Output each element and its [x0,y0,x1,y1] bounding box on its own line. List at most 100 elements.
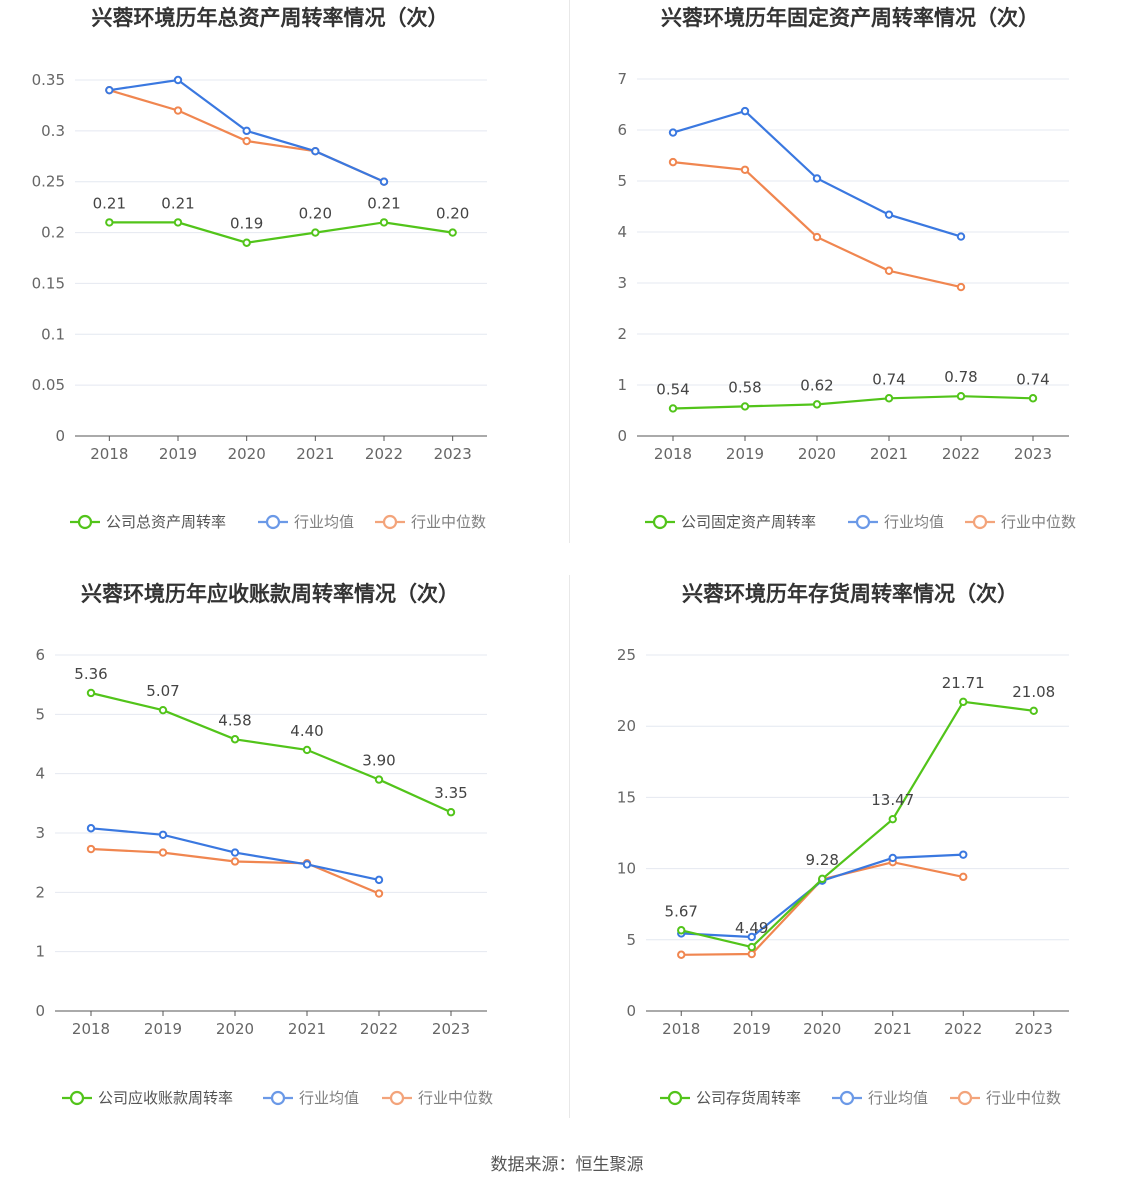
chart-layer: 兴蓉环境历年存货周转率情况（次） 0 5 10 15 20 25 2018 2019 2020 20… [617,582,1069,1107]
data-label: 0.21 [367,194,400,212]
data-label: 0.74 [872,370,905,388]
data-point-median [374,889,384,898]
legend-marker [957,1090,973,1106]
series-line-company [672,395,1034,410]
legend-label: 公司固定资产周转率 [681,513,816,531]
chart-layer: 兴蓉环境历年固定资产周转率情况（次） 0 1 2 3 4 5 6 7 2018 2019 2020 20… [617,6,1076,531]
series-line-company [90,691,452,814]
chart-title: 兴蓉环境历年应收账款周转率情况（次） [81,582,459,606]
data-point-median [884,266,894,275]
x-tick-label: 2020 [798,445,836,463]
legend-marker [69,1090,85,1106]
data-point-median [740,165,750,174]
y-tick-label: 0.05 [32,376,65,394]
data-label: 0.21 [161,194,194,212]
data-point-average [105,85,114,95]
data-label: 5.67 [665,902,698,920]
data-point-company [740,402,750,411]
legend-item-median: 行业中位数 [382,1089,493,1107]
data-point-company [242,238,251,247]
x-tick-label: 2021 [288,1020,326,1038]
x-tick-label: 2018 [654,445,692,463]
y-tick-label: 3 [35,824,45,842]
data-point-company [311,228,320,237]
data-point-company [105,218,114,227]
legend-label: 公司总资产周转率 [106,513,226,531]
chart-fixed-asset-turnover: 兴蓉环境历年固定资产周转率情况（次） 0 1 2 3 4 5 6 7 2018 2019 2020 20… [617,6,1076,531]
chart-layer: 兴蓉环境历年应收账款周转率情况（次） 0 1 2 3 4 5 6 2018 2019 2020 202… [35,582,493,1107]
legend-marker [855,514,871,530]
legend-item-company: 公司应收账款周转率 [62,1089,233,1107]
data-label: 0.54 [656,380,689,398]
legend-marker [839,1090,855,1106]
panel-divider-top [569,0,570,543]
data-point-company [230,735,240,744]
legend-label: 行业中位数 [1001,513,1076,531]
y-tick-label: 4 [35,765,45,783]
x-tick-label: 2019 [726,445,764,463]
legend-label: 行业均值 [884,513,944,531]
chart-layer: 兴蓉环境历年总资产周转率情况（次） 0 0.05 0.1 0.15 0.2 0.25 0.3 0… [32,6,487,531]
data-point-average [888,853,897,863]
data-label: 0.21 [93,194,126,212]
legend-item-company: 公司固定资产周转率 [645,513,816,531]
data-point-median [677,950,686,959]
x-tick-label: 2019 [159,445,197,463]
data-point-company [812,400,822,409]
data-point-company [677,926,686,935]
y-tick-label: 6 [35,646,45,664]
data-point-company [668,404,678,413]
legend-item-average: 行业均值 [832,1089,928,1107]
y-tick-label: 3 [617,274,627,292]
data-point-company [374,775,384,784]
legend-marker [972,514,988,530]
data-label: 21.08 [1012,683,1055,701]
data-point-average [302,860,312,869]
data-point-median [959,872,968,882]
chart-panel-fixed-asset-turnover: 兴蓉环境历年固定资产周转率情况（次） 0 1 2 3 4 5 6 7 2018 2019 2020 20… [567,0,1134,575]
data-point-average [158,830,168,839]
y-tick-label: 0.25 [32,173,65,191]
data-point-median [86,844,96,854]
data-point-median [956,282,966,292]
y-tick-label: 0 [617,427,627,445]
y-tick-label: 0 [35,1002,45,1020]
data-point-company [302,745,312,755]
legend-item-median: 行业中位数 [965,513,1076,531]
y-tick-label: 0.35 [32,71,65,89]
x-tick-label: 2022 [365,445,403,463]
data-source-note: 数据来源：恒生聚源 [490,1155,644,1175]
x-tick-label: 2020 [216,1020,254,1038]
data-point-average [959,850,968,859]
legend-item-average: 行业均值 [848,513,944,531]
legend-marker [652,514,668,530]
data-label: 3.90 [362,752,395,770]
legend-item-company: 公司总资产周转率 [70,513,226,531]
data-label: 0.20 [436,205,469,223]
legend-marker [667,1090,683,1106]
y-tick-label: 4 [617,223,627,241]
y-tick-label: 2 [617,325,627,343]
data-label: 4.49 [735,919,768,937]
x-tick-label: 2019 [144,1020,182,1038]
legend-marker [77,514,93,530]
y-tick-label: 0.3 [41,122,65,140]
y-tick-label: 10 [617,860,636,878]
legend-label: 行业中位数 [411,513,486,531]
x-tick-label: 2021 [874,1020,912,1038]
data-point-company [1028,394,1038,403]
data-point-average [311,147,320,156]
data-point-median [668,157,678,167]
data-point-median [158,848,168,857]
x-tick-label: 2023 [1015,1020,1053,1038]
data-point-company [158,705,168,715]
y-tick-label: 1 [35,943,45,961]
data-label: 13.47 [871,791,914,809]
data-point-average [747,932,756,942]
data-point-company [959,697,968,707]
data-point-median [173,106,183,115]
x-tick-label: 2020 [228,445,266,463]
legend-item-average: 行业均值 [263,1089,359,1107]
x-tick-label: 2023 [434,445,472,463]
legend-label: 公司存货周转率 [696,1089,801,1107]
